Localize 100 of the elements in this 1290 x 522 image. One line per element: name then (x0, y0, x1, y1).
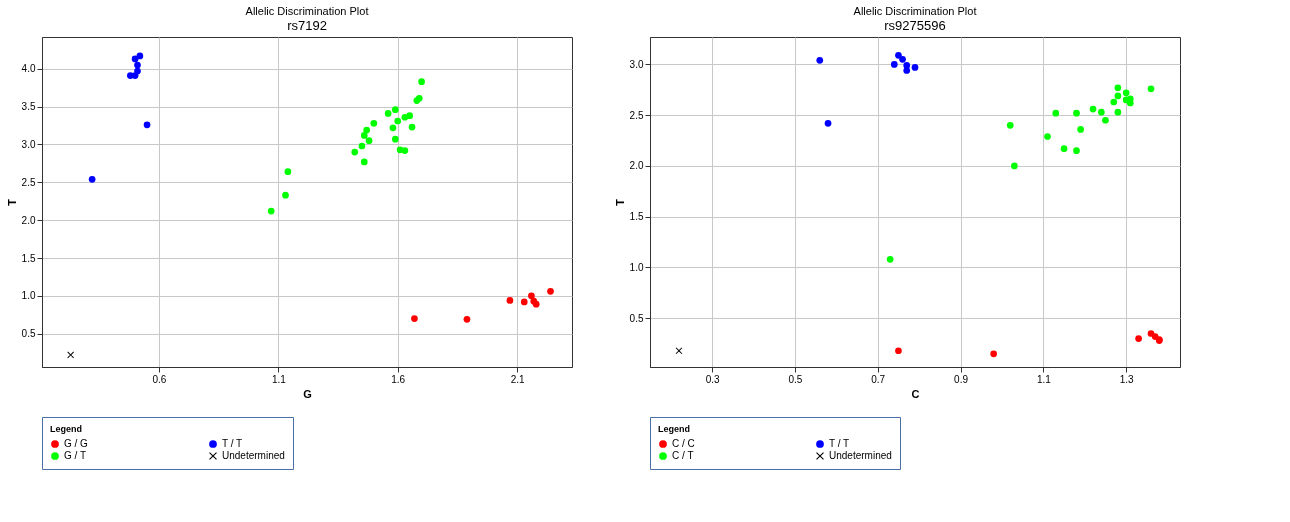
y-tick-label: 2.0 (21, 214, 36, 226)
point (401, 147, 409, 154)
point (1114, 84, 1122, 92)
y-tick-label: 1.5 (629, 211, 644, 223)
y-axis-title: T (613, 198, 626, 206)
point (284, 168, 292, 176)
legend-label: G / T (64, 450, 87, 461)
point (143, 121, 151, 129)
point (411, 315, 418, 322)
point (1097, 108, 1105, 116)
point (1044, 133, 1051, 140)
point (408, 123, 416, 131)
point (282, 191, 289, 199)
legend-label: C / T (672, 450, 694, 461)
x-axis-title: C (911, 387, 920, 400)
y-tick-label: 2.5 (629, 109, 644, 121)
point (351, 148, 359, 156)
point (886, 256, 894, 263)
y-tick-label: 3.5 (21, 101, 36, 113)
point (528, 292, 535, 300)
legend-title: Legend (658, 424, 691, 434)
x-tick-label: 0.9 (954, 373, 969, 385)
x-tick-label: 0.7 (871, 373, 886, 385)
point (384, 110, 392, 117)
chart-title: Allelic Discrimination Plot (853, 5, 977, 17)
point (136, 52, 144, 60)
point (389, 124, 397, 132)
x-axis-title: G (303, 387, 312, 400)
point (899, 55, 906, 63)
point (520, 298, 528, 306)
y-tick-label: 0.5 (21, 328, 36, 340)
point (418, 78, 425, 85)
chart-title: Allelic Discrimination Plot (245, 5, 369, 17)
point (990, 350, 998, 358)
y-tick-label: 0.5 (629, 312, 644, 324)
point (131, 72, 139, 79)
point (391, 106, 399, 114)
x-tick-label: 1.1 (271, 373, 287, 385)
legend-label: Undetermined (222, 450, 285, 461)
point (1060, 145, 1068, 153)
point (360, 158, 368, 166)
point (824, 119, 832, 127)
x-tick-label: 1.6 (391, 373, 406, 385)
chart-subtitle: rs9275596 (884, 18, 946, 33)
point (67, 351, 74, 359)
legend-label: T / T (222, 438, 243, 449)
point (895, 51, 902, 59)
y-tick-label: 4.0 (21, 63, 36, 75)
point (890, 61, 898, 68)
x-tick-label: 0.6 (152, 373, 167, 385)
point (88, 175, 96, 183)
point (1073, 109, 1080, 117)
legend-label: T / T (829, 438, 850, 449)
point (1089, 105, 1097, 113)
y-tick-label: 1.0 (629, 261, 644, 273)
x-tick-label: 1.1 (1036, 373, 1052, 385)
y-tick-label: 2.5 (21, 176, 36, 188)
chart-subtitle: rs7192 (287, 18, 327, 33)
point (134, 61, 141, 69)
point (391, 135, 399, 143)
point (360, 132, 368, 139)
point (895, 347, 902, 355)
y-tick-label: 1.0 (21, 290, 36, 302)
point (816, 57, 824, 64)
point (1052, 109, 1060, 117)
legend-title: Legend (50, 424, 83, 434)
x-tick-label: 2.1 (510, 373, 525, 385)
legend-label: C / C (672, 438, 695, 449)
y-tick-label: 3.0 (21, 138, 36, 150)
point (1011, 162, 1018, 170)
point (1102, 116, 1109, 124)
point (1122, 89, 1130, 97)
point (1110, 98, 1118, 106)
legend-label: G / G (64, 438, 89, 449)
point (394, 117, 402, 125)
point (370, 119, 378, 127)
y-tick-label: 2.0 (629, 160, 644, 172)
point (1006, 121, 1014, 129)
point (911, 64, 919, 71)
y-tick-label: 1.5 (21, 252, 36, 264)
x-tick-label: 0.3 (705, 373, 720, 385)
point (506, 297, 514, 304)
point (365, 137, 373, 145)
point (547, 287, 554, 295)
point (463, 315, 471, 323)
legend-label: Undetermined (829, 450, 892, 461)
point (1135, 335, 1142, 342)
point (1073, 147, 1080, 155)
point (1077, 126, 1084, 133)
point (358, 142, 366, 150)
point (903, 67, 911, 74)
point (1114, 108, 1122, 116)
point (406, 112, 414, 120)
point (363, 126, 371, 134)
point (1147, 85, 1155, 93)
x-tick-label: 1.3 (1119, 373, 1135, 385)
point (1114, 92, 1122, 100)
x-tick-label: 0.5 (788, 373, 803, 385)
y-axis-title: T (5, 198, 18, 206)
point (267, 207, 275, 215)
